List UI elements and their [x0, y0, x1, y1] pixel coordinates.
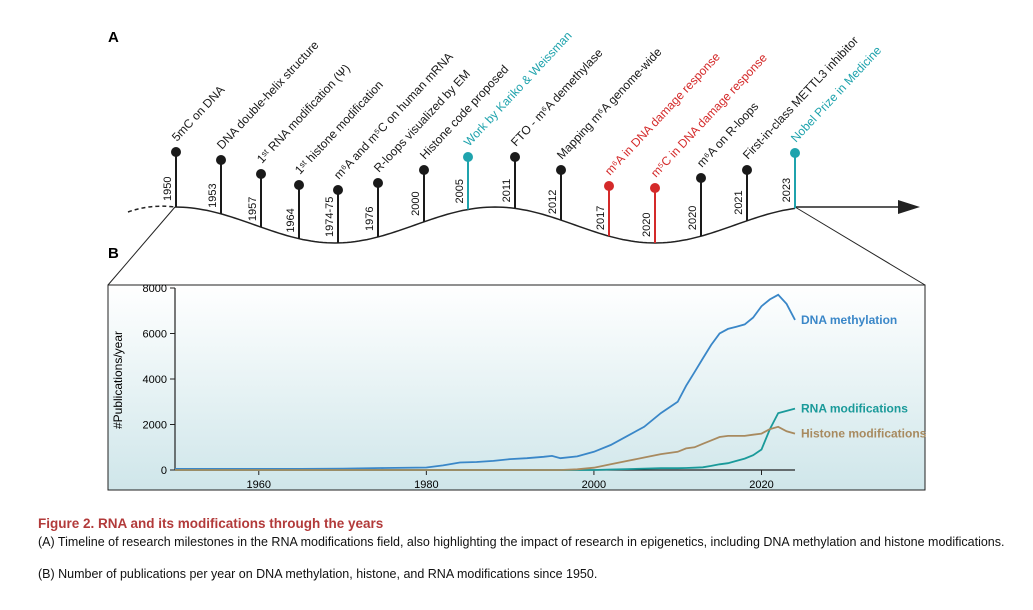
zoom-line [794, 206, 926, 286]
milestone-year: 1957 [247, 197, 259, 221]
milestone-pin [696, 173, 706, 183]
milestone-year: 2017 [595, 206, 607, 230]
y-tick-label: 8000 [143, 283, 167, 295]
zoom-line [107, 206, 176, 286]
milestone-label: DNA double-helix structure [214, 38, 322, 152]
milestone-pin [171, 147, 181, 157]
y-tick-label: 0 [161, 465, 167, 477]
milestone-pin [510, 152, 520, 162]
series-label: Histone modifications [801, 427, 927, 441]
milestone-year: 2020 [687, 206, 699, 230]
milestone-year: 2020 [641, 213, 653, 237]
milestone-pin [556, 165, 566, 175]
milestone-pin [790, 148, 800, 158]
milestone-year: 1974-75 [324, 197, 336, 237]
milestone-year: 2012 [547, 190, 559, 214]
milestone-label: Mapping m⁶A genome-wide [554, 45, 665, 162]
y-tick-label: 6000 [143, 329, 167, 341]
milestone-year: 1950 [162, 177, 174, 201]
milestone-pin [419, 165, 429, 175]
y-axis-label: #Publications/year [111, 331, 125, 429]
milestone-pin [216, 155, 226, 165]
milestone-year: 2005 [454, 179, 466, 203]
milestone-year: 1953 [207, 183, 219, 207]
figure-graphics: A B #Publications/year 1950 5mC on DNA 195… [107, 29, 927, 491]
milestone-year: 2011 [501, 179, 513, 203]
milestone-pin [650, 183, 660, 193]
x-tick-label: 2000 [582, 479, 606, 491]
milestone-pin [742, 165, 752, 175]
milestone-pin [256, 169, 266, 179]
series-line [175, 425, 796, 471]
milestone-year: 2000 [410, 191, 422, 215]
milestone-year: 2021 [733, 190, 745, 214]
y-tick-label: 2000 [143, 420, 167, 432]
series-label: DNA methylation [801, 313, 897, 327]
timeline-dash [127, 205, 176, 213]
x-tick-label: 2020 [749, 479, 773, 491]
milestone-year: 1976 [364, 206, 376, 230]
series-label: RNA modifications [801, 402, 908, 416]
milestone-year: 1964 [285, 208, 297, 232]
milestone-pin [463, 152, 473, 162]
caption-line: (B) Number of publications per year on D… [38, 567, 598, 581]
series-line [175, 293, 796, 470]
panel-label: A [108, 29, 119, 46]
arrow-head [898, 200, 920, 214]
milestone-pin [604, 181, 614, 191]
timeline-curve [174, 206, 796, 244]
milestone-pin [333, 185, 343, 195]
milestone-year: 2023 [781, 178, 793, 202]
x-tick-label: 1960 [247, 479, 271, 491]
panel-label: B [108, 245, 119, 262]
chart-box [107, 284, 926, 491]
milestone-label: FTO - m⁶A demethylase [508, 46, 606, 149]
y-tick-label: 4000 [143, 374, 167, 386]
caption-title: Figure 2. RNA and its modifications thro… [38, 516, 384, 531]
milestone-pin [294, 180, 304, 190]
x-tick-label: 1980 [414, 479, 438, 491]
milestone-label: 5mC on DNA [169, 83, 227, 144]
milestone-label: 1ˢᵗ RNA modification (Ψ) [254, 61, 353, 166]
caption-line: (A) Timeline of research milestones in t… [38, 535, 1005, 549]
milestone-pin [373, 178, 383, 188]
